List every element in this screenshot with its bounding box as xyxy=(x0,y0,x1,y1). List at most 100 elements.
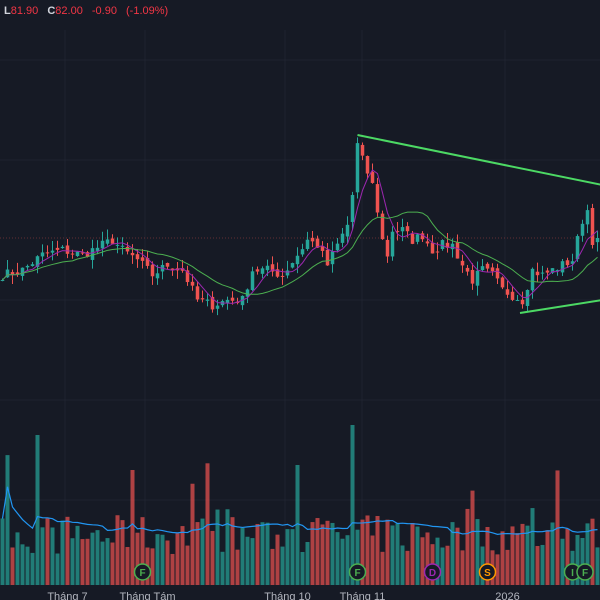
candle-body xyxy=(125,246,130,252)
candle-body xyxy=(385,239,390,257)
candle-body xyxy=(65,245,70,254)
volume-bar xyxy=(440,547,445,585)
candle-body xyxy=(5,269,10,278)
candle-body xyxy=(565,260,570,266)
volume-bar xyxy=(155,534,160,585)
volume-bar xyxy=(70,538,75,585)
candle-body xyxy=(265,265,270,271)
volume-bar xyxy=(535,546,540,585)
candle-body xyxy=(260,268,265,274)
volume-bar xyxy=(180,526,185,585)
volume-bar xyxy=(95,530,100,585)
candle-body xyxy=(520,299,525,305)
volume-bar xyxy=(205,463,210,585)
candle-body xyxy=(505,289,510,295)
candle-body xyxy=(390,231,395,257)
candle-body xyxy=(460,260,465,266)
volume-bar xyxy=(130,470,135,585)
candle-body xyxy=(110,238,115,244)
candle-body xyxy=(425,241,430,244)
volume-bar xyxy=(215,509,220,585)
candle-body xyxy=(530,268,535,291)
ma-slow-line xyxy=(2,211,598,295)
candle-body xyxy=(275,269,280,277)
volume-bar xyxy=(470,490,475,585)
candle-body xyxy=(215,305,220,309)
time-axis-label: Tháng 11 xyxy=(340,591,386,600)
candle-body xyxy=(115,244,120,246)
candle-body xyxy=(185,270,190,283)
event-marker-f xyxy=(576,563,594,581)
volume-bar xyxy=(375,515,380,585)
event-marker-label: F xyxy=(354,568,360,579)
candle-body xyxy=(500,277,505,288)
candle-body xyxy=(340,233,345,243)
change-value: -0.90 xyxy=(91,5,117,17)
volume-bar xyxy=(210,530,215,585)
trendline xyxy=(519,299,600,314)
volume-bar xyxy=(270,548,275,585)
candle-body xyxy=(70,253,75,255)
candle-body xyxy=(95,247,100,251)
close-value: 82.00 xyxy=(55,5,83,17)
volume-bar xyxy=(50,527,55,585)
candle-body xyxy=(130,252,135,256)
volume-bar xyxy=(235,549,240,585)
event-marker-f xyxy=(133,563,152,581)
ohlc-legend: L81.90 C82.00 -0.90 (-1.09%) xyxy=(4,5,174,17)
candle-body xyxy=(35,256,40,267)
candle-body xyxy=(515,300,520,302)
candle-body xyxy=(305,239,310,249)
candle-body xyxy=(445,242,450,248)
volume-bar xyxy=(485,527,490,585)
candle-body xyxy=(575,236,580,260)
volume-bar xyxy=(585,523,590,585)
candle-body xyxy=(405,226,410,232)
time-axis-label: 2026 xyxy=(495,591,519,600)
volume-bar xyxy=(325,520,330,585)
volume-bar xyxy=(355,529,360,585)
event-marker-s xyxy=(478,563,497,581)
candle-body xyxy=(255,269,260,272)
volume-bar xyxy=(105,538,110,585)
candle-body xyxy=(250,271,255,291)
candle-body xyxy=(375,184,380,213)
volume-bar xyxy=(295,465,300,585)
candle-body xyxy=(410,233,415,244)
candle-body xyxy=(415,234,420,242)
candle-body xyxy=(210,296,215,310)
candle-body xyxy=(15,272,20,275)
candle-body xyxy=(245,289,250,297)
candle-body xyxy=(55,247,60,250)
volume-bar xyxy=(410,522,415,585)
candle-body xyxy=(25,265,30,268)
volume-bar xyxy=(230,517,235,585)
volume-bar xyxy=(315,518,320,585)
volume-bar xyxy=(335,532,340,585)
volume-bar xyxy=(290,529,295,585)
volume-bar xyxy=(345,535,350,585)
candle-body xyxy=(455,242,460,259)
volume-bar xyxy=(30,552,35,585)
time-axis-label: Tháng Tám xyxy=(119,591,175,600)
trendline xyxy=(357,134,600,186)
candle-body xyxy=(140,257,145,261)
volume-bar xyxy=(185,545,190,585)
candle-body xyxy=(550,268,555,273)
candle-body xyxy=(280,275,285,277)
volume-bar xyxy=(150,548,155,585)
candle-body xyxy=(430,242,435,254)
candle-body xyxy=(360,144,365,156)
close-key: C xyxy=(47,5,56,17)
candle-body xyxy=(10,272,15,275)
volume-bar xyxy=(15,532,20,585)
candle-body xyxy=(495,268,500,279)
candle-body xyxy=(295,255,300,265)
candle-body xyxy=(345,224,350,237)
event-marker-d xyxy=(423,563,442,581)
candle-body xyxy=(420,233,425,240)
candle-body xyxy=(490,267,495,272)
volume-bar xyxy=(500,531,505,585)
